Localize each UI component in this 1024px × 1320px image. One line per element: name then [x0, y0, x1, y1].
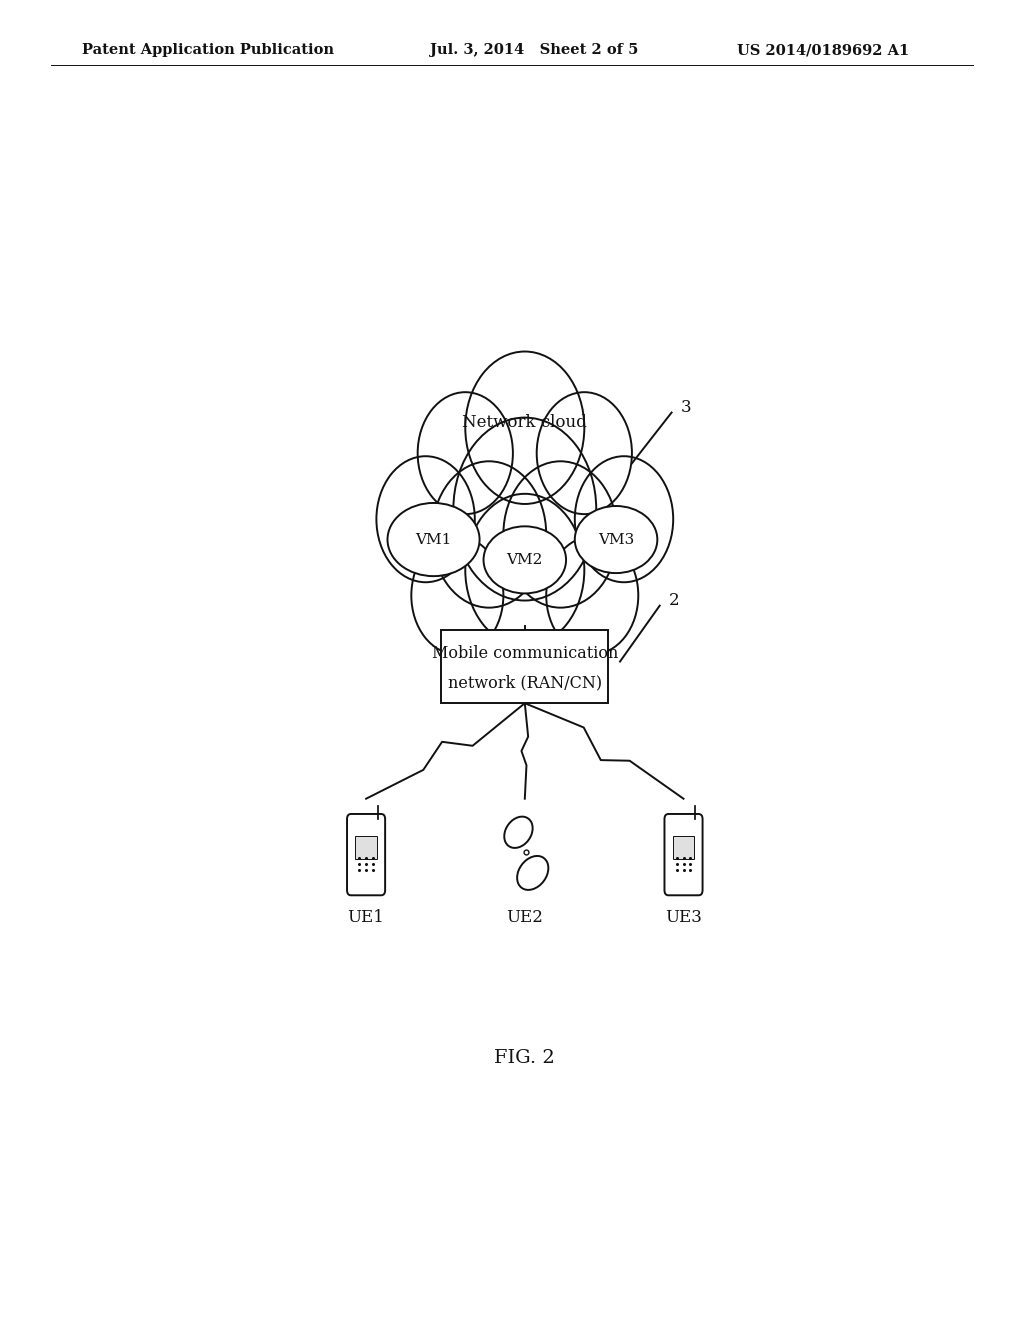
Bar	[441, 630, 608, 704]
Text: FIG. 2: FIG. 2	[495, 1049, 555, 1067]
FancyBboxPatch shape	[665, 814, 702, 895]
FancyBboxPatch shape	[347, 814, 385, 895]
Ellipse shape	[483, 527, 566, 594]
Circle shape	[432, 461, 546, 607]
Circle shape	[418, 392, 513, 515]
Circle shape	[412, 536, 504, 655]
Circle shape	[574, 457, 673, 582]
Text: Mobile communication: Mobile communication	[431, 645, 618, 661]
Text: VM2: VM2	[507, 553, 543, 566]
Text: UE3: UE3	[665, 909, 702, 927]
Text: UE1: UE1	[347, 909, 385, 927]
Ellipse shape	[517, 855, 548, 890]
Bar	[355, 836, 377, 859]
Ellipse shape	[504, 817, 532, 847]
Text: UE2: UE2	[506, 909, 544, 927]
Text: US 2014/0189692 A1: US 2014/0189692 A1	[737, 44, 909, 57]
Text: VM3: VM3	[598, 532, 634, 546]
Bar	[673, 836, 694, 859]
Text: network (RAN/CN): network (RAN/CN)	[447, 675, 602, 692]
Ellipse shape	[387, 503, 479, 576]
Circle shape	[465, 351, 585, 504]
Text: VM1: VM1	[416, 532, 452, 546]
Text: Jul. 3, 2014   Sheet 2 of 5: Jul. 3, 2014 Sheet 2 of 5	[430, 44, 638, 57]
Circle shape	[546, 536, 638, 655]
Text: Network cloud: Network cloud	[463, 414, 587, 432]
Ellipse shape	[574, 506, 657, 573]
Circle shape	[377, 457, 475, 582]
Text: Patent Application Publication: Patent Application Publication	[82, 44, 334, 57]
Text: 3: 3	[681, 399, 692, 416]
Circle shape	[465, 494, 585, 647]
Text: 2: 2	[670, 593, 680, 609]
Circle shape	[537, 392, 632, 515]
Circle shape	[454, 417, 596, 601]
Circle shape	[504, 461, 617, 607]
